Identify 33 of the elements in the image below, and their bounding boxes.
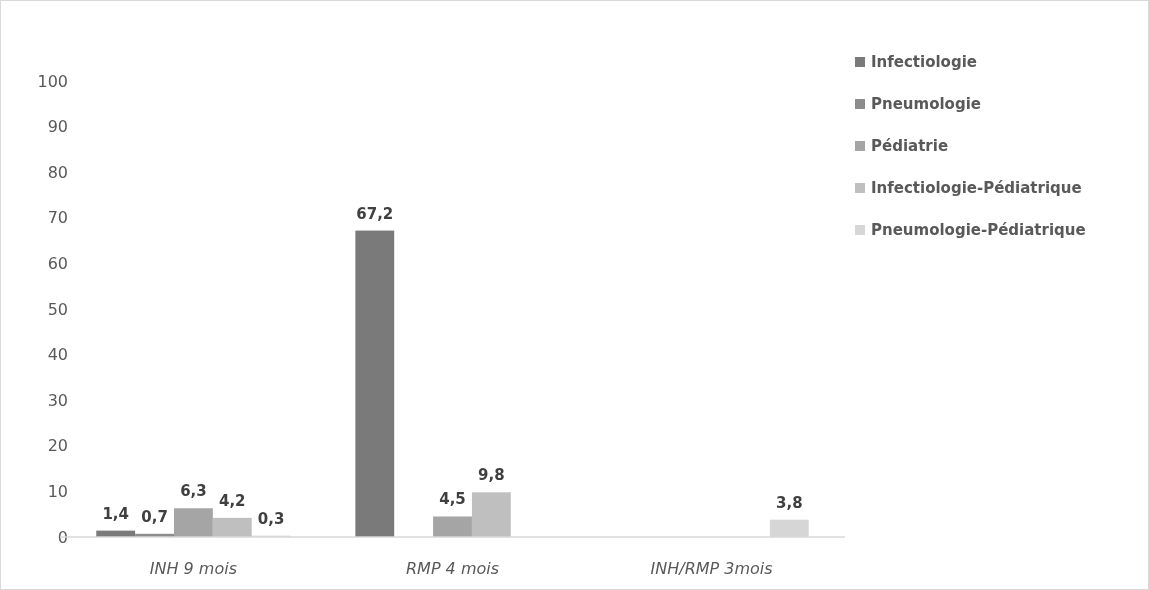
data-label: 4,5 (439, 490, 466, 509)
data-label: 0,3 (257, 509, 285, 528)
x-tick-label: RMP 4 mois (405, 558, 500, 578)
y-tick-label: 70 (47, 208, 68, 228)
y-tick-label: 30 (47, 390, 68, 410)
y-tick-label: 100 (37, 71, 68, 91)
bar (355, 230, 395, 537)
y-tick-label: 10 (47, 482, 68, 501)
data-label: 4,2 (219, 491, 246, 510)
data-label: 0,7 (141, 507, 168, 526)
legend-label: Pneumologie-Pédiatrique (871, 221, 1086, 240)
y-tick-label: 90 (47, 117, 68, 137)
data-label: 3,8 (776, 493, 803, 512)
y-tick-label: 80 (47, 162, 68, 182)
legend-label: Infectiologie (871, 53, 977, 72)
y-tick-label: 50 (47, 299, 68, 319)
data-label: 9,8 (478, 466, 505, 485)
y-tick-label: 40 (47, 345, 68, 365)
data-label: 6,3 (180, 482, 207, 501)
x-tick-label: INH 9 mois (149, 558, 238, 578)
legend-label: Pédiatrie (871, 137, 949, 156)
y-tick-label: 0 (57, 527, 68, 547)
y-tick-label: 60 (47, 254, 68, 273)
data-label: 1,4 (102, 504, 129, 523)
data-label: 67,2 (356, 204, 394, 223)
bar (433, 516, 472, 537)
bar (471, 492, 511, 537)
y-tick-label: 20 (47, 436, 68, 456)
bar (212, 517, 252, 537)
x-tick-label: INH/RMP 3mois (650, 558, 773, 578)
legend-label: Pneumologie (871, 95, 981, 114)
bar (173, 508, 213, 537)
legend-label: Infectiologie-Pédiatrique (871, 179, 1082, 198)
